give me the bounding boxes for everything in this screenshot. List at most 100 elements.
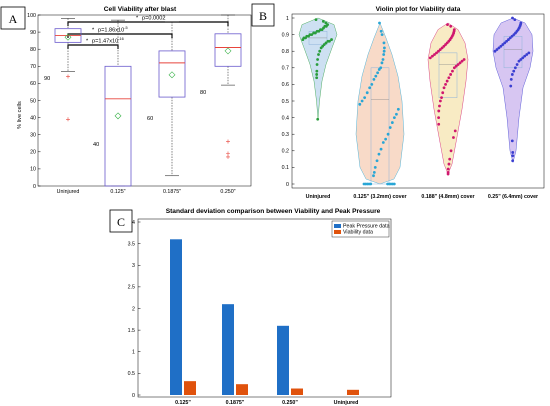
violin-body [427,22,469,175]
value-label: 60 [147,116,153,122]
violin-1 [355,21,405,186]
violin-point [446,23,449,27]
box-mean-marker [224,47,232,55]
violin-body [355,22,405,185]
violin-point [509,78,513,81]
violin-point [315,69,319,73]
significance-label: p=1.86x10-5 [98,26,128,34]
chart-c-x-ticks: 0.125" 0.1875" 0.250" Uninjured [175,400,358,406]
violin-point [513,18,517,22]
y-tick-label: 20 [30,150,36,156]
x-tick-label: 0.125" (3.2mm) cover [353,194,406,200]
violin-point [388,126,392,129]
y-tick-label: 80 [30,47,36,53]
legend-box [331,220,390,238]
y-tick-label: 3 [132,263,135,269]
violin-3 [492,16,534,163]
violin-point [438,104,441,108]
violin-0 [298,17,338,121]
violin-point [384,137,388,141]
violin-point [370,83,374,86]
violin-point [381,141,385,144]
violin-point [460,59,464,63]
significance-bracket [67,44,119,49]
violin-point [493,49,497,53]
y-tick-label: 4 [132,220,135,226]
violin-point [312,31,316,35]
violin-point [441,91,445,95]
violin-body [298,17,338,120]
chart-a-title: Cell Viability after blast [104,6,177,13]
box-mean-marker [168,71,176,79]
y-tick-label: 1 [286,16,289,22]
box-0 [54,18,82,122]
violin-point [458,61,462,65]
violin-point [380,33,384,36]
violin-point [505,39,508,43]
chart-a-x-ticks: Uninjured 0.125" 0.1875" 0.250" [57,189,236,195]
violin-point [317,53,320,56]
value-label: 90 [44,76,50,82]
y-tick-label: 3.5 [128,241,135,247]
box-outlier [226,154,230,159]
violin-point [442,86,446,90]
violin-point [321,19,325,23]
panel-c-label-box [109,209,133,233]
violin-point [437,109,441,113]
violin-point [508,36,512,40]
significance-bracket [67,21,229,26]
chart-a-y-ticks: 0 10 20 30 40 50 60 70 80 90 100 [27,13,41,190]
box-1 [104,19,132,187]
x-tick-label: 0.125" [175,400,191,406]
chart-b-title: Violin plot for Viability data [376,6,461,13]
violin-point [512,33,516,36]
legend-label: Viability data [343,230,373,236]
chart-c-title: Standard deviation comparison between Vi… [166,208,381,215]
violin-point [527,51,531,55]
significance-star: * [86,39,89,45]
violin-point [446,167,450,171]
violin-point [395,112,398,116]
chart-a-axes [37,14,252,187]
violin-point [503,41,507,45]
violin-point [513,66,517,70]
chart-a-ylabel: % live cells [17,101,23,129]
violin-point [318,49,322,53]
violin-point [374,74,378,78]
y-tick-label: 0.9 [282,32,289,38]
y-tick-label: 0 [33,184,36,190]
violin-point [510,73,514,76]
violin-point [449,73,453,76]
violin-point [495,48,499,51]
violin-point [515,63,519,66]
violin-point [431,54,434,58]
violin-point [438,99,442,103]
violin-point [511,151,515,154]
violin-point [428,56,432,60]
significance-star: * [92,28,95,34]
value-label: 40 [93,142,99,148]
box-mean-marker [64,33,72,41]
violin-point [523,54,527,58]
y-tick-label: 0.8 [282,49,289,55]
violin-point [377,68,381,71]
y-tick-label: 70 [30,64,36,70]
violin-point [456,63,460,66]
violin-point [510,139,514,143]
panel-a-box-plot: A Cell Viability after blast % live cell… [0,6,252,195]
violin-point [315,63,319,66]
violin-point [386,182,389,186]
bar-0-0 [170,239,182,395]
x-tick-label: 0.25" (6.4mm) cover [488,194,538,200]
violin-point [453,129,457,133]
violin-point [499,44,503,48]
violin-point [368,86,372,90]
violin-point [449,24,453,28]
violin-point [451,69,454,73]
violin-point [521,56,525,60]
chart-b-x-ticks: Uninjured 0.125" (3.2mm) cover 0.188" (4.8… [306,194,538,200]
violin-point [373,166,377,169]
significance-star: * [136,16,139,22]
violin-point [316,117,320,121]
violin-point [376,71,380,75]
